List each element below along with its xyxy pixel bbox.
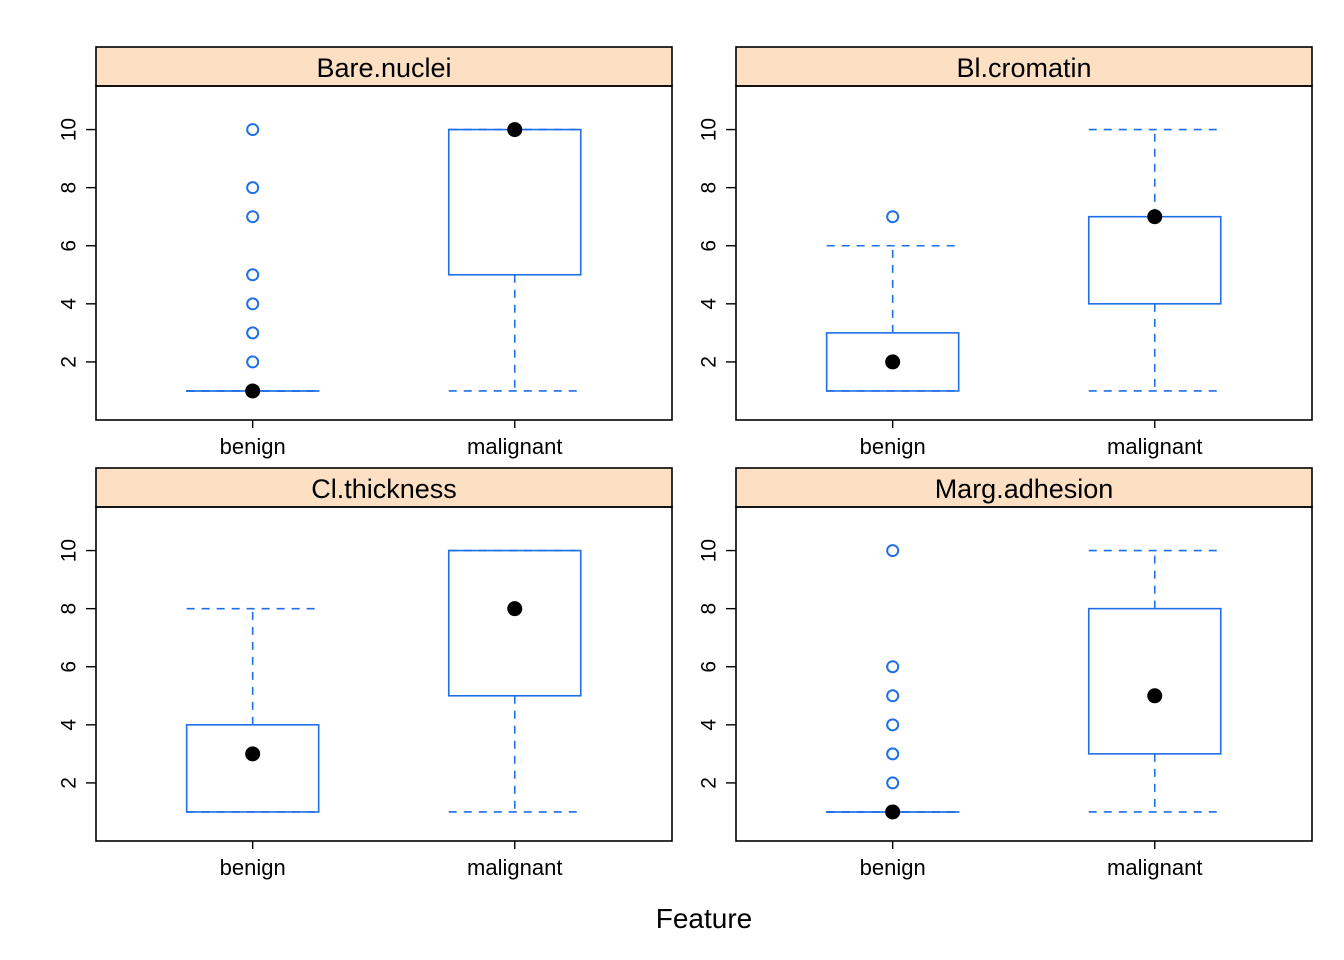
outlier-point — [246, 268, 260, 282]
box-benign — [185, 123, 320, 399]
panel-strip — [95, 467, 673, 508]
box-benign — [825, 210, 960, 392]
box-benign — [185, 607, 320, 813]
box-malignant — [1087, 128, 1222, 392]
x-tick-label: benign — [220, 434, 286, 459]
y-tick-label: 10 — [698, 118, 721, 141]
median-dot — [885, 804, 901, 820]
box-rect — [1087, 607, 1222, 755]
panel-2: Cl.thickness 2 4 6 8 10 benign malignant — [58, 467, 673, 880]
y-tick-label: 10 — [58, 539, 81, 562]
x-tick-label: benign — [860, 855, 926, 880]
box-rect — [447, 549, 582, 697]
panel-strip — [735, 467, 1313, 508]
y-tick-label: 6 — [58, 661, 81, 673]
x-tick-label: malignant — [1107, 855, 1202, 880]
median-dot — [245, 746, 261, 762]
panel-title: Bl.cromatin — [956, 53, 1091, 83]
x-tick-label: malignant — [467, 855, 562, 880]
y-tick-label: 4 — [698, 719, 721, 731]
y-tick-label: 2 — [698, 356, 721, 368]
panel-title: Cl.thickness — [311, 474, 457, 504]
x-tick-label: benign — [220, 855, 286, 880]
y-tick-label: 4 — [698, 298, 721, 310]
median-dot — [245, 383, 261, 399]
plot-frame — [735, 506, 1313, 842]
outlier-point — [886, 718, 900, 732]
y-tick-label: 6 — [58, 240, 81, 252]
y-tick-label: 2 — [58, 356, 81, 368]
plot-frame — [735, 85, 1313, 421]
box-rect — [825, 332, 960, 392]
box-rect — [447, 128, 582, 276]
median-dot — [507, 122, 523, 138]
y-tick-label: 8 — [698, 603, 721, 615]
outlier-point — [246, 355, 260, 369]
box-malignant — [447, 549, 582, 813]
plot-frame — [95, 85, 673, 421]
outlier-point — [246, 297, 260, 311]
panel-3: Marg.adhesion 2 4 6 8 10 benign malignant — [698, 467, 1313, 880]
panel-strip — [95, 46, 673, 87]
median-dot — [507, 601, 523, 617]
y-tick-label: 6 — [698, 661, 721, 673]
y-tick-label: 4 — [58, 298, 81, 310]
box-rect — [1087, 215, 1222, 305]
outlier-point — [246, 210, 260, 224]
outlier-point — [246, 123, 260, 137]
y-tick-label: 10 — [58, 118, 81, 141]
panel-0: Bare.nuclei 2 4 6 8 10 benign malignant — [58, 46, 673, 459]
outlier-point — [886, 776, 900, 790]
panel-title: Marg.adhesion — [935, 474, 1114, 504]
x-axis-label: Feature — [656, 903, 753, 934]
panel-title: Bare.nuclei — [316, 53, 451, 83]
y-tick-label: 6 — [698, 240, 721, 252]
x-tick-label: malignant — [467, 434, 562, 459]
y-tick-label: 8 — [698, 182, 721, 194]
y-tick-label: 8 — [58, 603, 81, 615]
box-malignant — [1087, 549, 1222, 813]
y-tick-label: 10 — [698, 539, 721, 562]
y-tick-label: 2 — [58, 777, 81, 789]
box-rect — [185, 724, 320, 813]
outlier-point — [886, 660, 900, 674]
y-tick-label: 4 — [58, 719, 81, 731]
box-benign — [825, 544, 960, 820]
plot-frame — [95, 506, 673, 842]
outlier-point — [886, 689, 900, 703]
y-tick-label: 2 — [698, 777, 721, 789]
median-dot — [885, 354, 901, 370]
box-malignant — [447, 122, 582, 392]
panel-1: Bl.cromatin 2 4 6 8 10 benign malignant — [698, 46, 1313, 459]
outlier-point — [886, 544, 900, 558]
outlier-point — [886, 210, 900, 224]
outlier-point — [246, 181, 260, 195]
outlier-point — [246, 326, 260, 340]
x-tick-label: malignant — [1107, 434, 1202, 459]
outlier-point — [886, 747, 900, 761]
x-tick-label: benign — [860, 434, 926, 459]
y-tick-label: 8 — [58, 182, 81, 194]
median-dot — [1147, 688, 1163, 704]
median-dot — [1147, 209, 1163, 225]
